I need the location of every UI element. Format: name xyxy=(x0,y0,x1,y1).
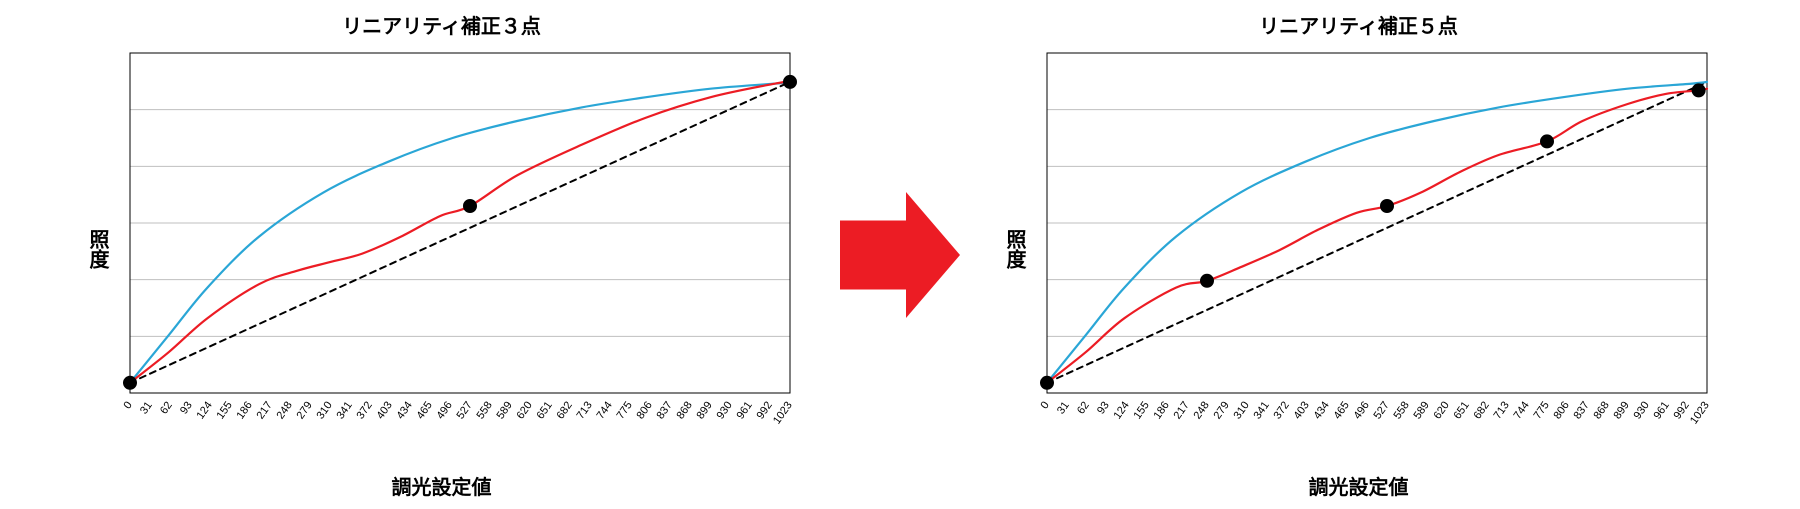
svg-text:341: 341 xyxy=(334,399,354,421)
svg-text:744: 744 xyxy=(594,399,614,421)
svg-text:155: 155 xyxy=(1131,399,1151,421)
svg-text:930: 930 xyxy=(714,399,734,421)
svg-text:806: 806 xyxy=(634,399,654,421)
chart-title-3pt: リニアリティ補正３点 xyxy=(342,10,541,39)
svg-text:558: 558 xyxy=(1391,399,1411,421)
svg-text:899: 899 xyxy=(694,399,714,421)
panel-5pt: リニアリティ補正５点 照度 03162931241551862172482793… xyxy=(1000,10,1717,500)
svg-text:0: 0 xyxy=(1038,399,1051,411)
svg-text:310: 310 xyxy=(1231,399,1251,421)
comparison-wrap: リニアリティ補正３点 照度 03162931241551862172482793… xyxy=(0,0,1800,509)
svg-text:31: 31 xyxy=(1055,399,1072,416)
svg-text:899: 899 xyxy=(1611,399,1631,421)
svg-text:651: 651 xyxy=(1451,399,1471,421)
svg-text:248: 248 xyxy=(274,399,294,421)
svg-text:465: 465 xyxy=(1331,399,1351,421)
svg-text:682: 682 xyxy=(1471,399,1491,421)
svg-text:310: 310 xyxy=(314,399,334,421)
chart-svg-5pt: 0 316293124155186217248279310341372403434… xyxy=(1029,45,1717,453)
svg-text:589: 589 xyxy=(1411,399,1431,421)
svg-text:961: 961 xyxy=(734,399,754,421)
svg-text:837: 837 xyxy=(654,399,674,421)
svg-text:62: 62 xyxy=(1075,399,1092,416)
svg-text:868: 868 xyxy=(1591,399,1611,421)
svg-text:403: 403 xyxy=(1291,399,1311,421)
ylabel-5pt: 照度 xyxy=(1000,229,1029,269)
svg-text:0: 0 xyxy=(121,399,134,411)
svg-text:682: 682 xyxy=(554,399,574,421)
svg-text:186: 186 xyxy=(234,399,254,421)
xlabel-5pt: 調光設定値 xyxy=(1309,471,1409,500)
svg-text:496: 496 xyxy=(434,399,454,421)
svg-text:527: 527 xyxy=(1371,399,1391,421)
svg-text:465: 465 xyxy=(414,399,434,421)
svg-text:62: 62 xyxy=(158,399,175,416)
svg-text:589: 589 xyxy=(494,399,514,421)
svg-text:620: 620 xyxy=(1431,399,1451,421)
svg-text:713: 713 xyxy=(574,399,594,421)
svg-text:217: 217 xyxy=(1171,399,1191,421)
arrow-icon xyxy=(840,180,960,330)
svg-text:713: 713 xyxy=(1491,399,1511,421)
svg-text:372: 372 xyxy=(1271,399,1291,421)
svg-text:186: 186 xyxy=(1151,399,1171,421)
ylabel-3pt: 照度 xyxy=(83,229,112,269)
svg-text:1023: 1023 xyxy=(771,399,795,426)
svg-text:341: 341 xyxy=(1251,399,1271,421)
xlabel-3pt: 調光設定値 xyxy=(392,471,492,500)
svg-text:155: 155 xyxy=(214,399,234,421)
svg-text:527: 527 xyxy=(454,399,474,421)
svg-text:744: 744 xyxy=(1511,399,1531,421)
svg-text:403: 403 xyxy=(374,399,394,421)
svg-text:434: 434 xyxy=(394,399,414,421)
svg-text:806: 806 xyxy=(1551,399,1571,421)
svg-text:868: 868 xyxy=(674,399,694,421)
svg-text:651: 651 xyxy=(534,399,554,421)
svg-text:496: 496 xyxy=(1351,399,1371,421)
svg-text:837: 837 xyxy=(1571,399,1591,421)
chart-title-5pt: リニアリティ補正５点 xyxy=(1259,10,1458,39)
svg-text:434: 434 xyxy=(1311,399,1331,421)
svg-text:558: 558 xyxy=(474,399,494,421)
svg-text:248: 248 xyxy=(1191,399,1211,421)
chart-row-3pt: 照度 0 316293124155186217248279310341372403… xyxy=(83,45,800,453)
svg-text:961: 961 xyxy=(1651,399,1671,421)
svg-text:124: 124 xyxy=(1111,399,1131,421)
svg-text:930: 930 xyxy=(1631,399,1651,421)
svg-text:620: 620 xyxy=(514,399,534,421)
svg-text:217: 217 xyxy=(254,399,274,421)
svg-text:372: 372 xyxy=(354,399,374,421)
svg-text:775: 775 xyxy=(1531,399,1551,421)
svg-text:31: 31 xyxy=(138,399,155,416)
panel-3pt: リニアリティ補正３点 照度 03162931241551862172482793… xyxy=(83,10,800,500)
chart-svg-3pt: 0 316293124155186217248279310341372403434… xyxy=(112,45,800,453)
svg-text:93: 93 xyxy=(1095,399,1112,416)
svg-text:1023: 1023 xyxy=(1688,399,1712,426)
svg-text:279: 279 xyxy=(1211,399,1231,421)
svg-text:93: 93 xyxy=(178,399,195,416)
svg-text:279: 279 xyxy=(294,399,314,421)
chart-row-5pt: 照度 0 316293124155186217248279310341372403… xyxy=(1000,45,1717,453)
svg-text:775: 775 xyxy=(614,399,634,421)
svg-text:124: 124 xyxy=(194,399,214,421)
